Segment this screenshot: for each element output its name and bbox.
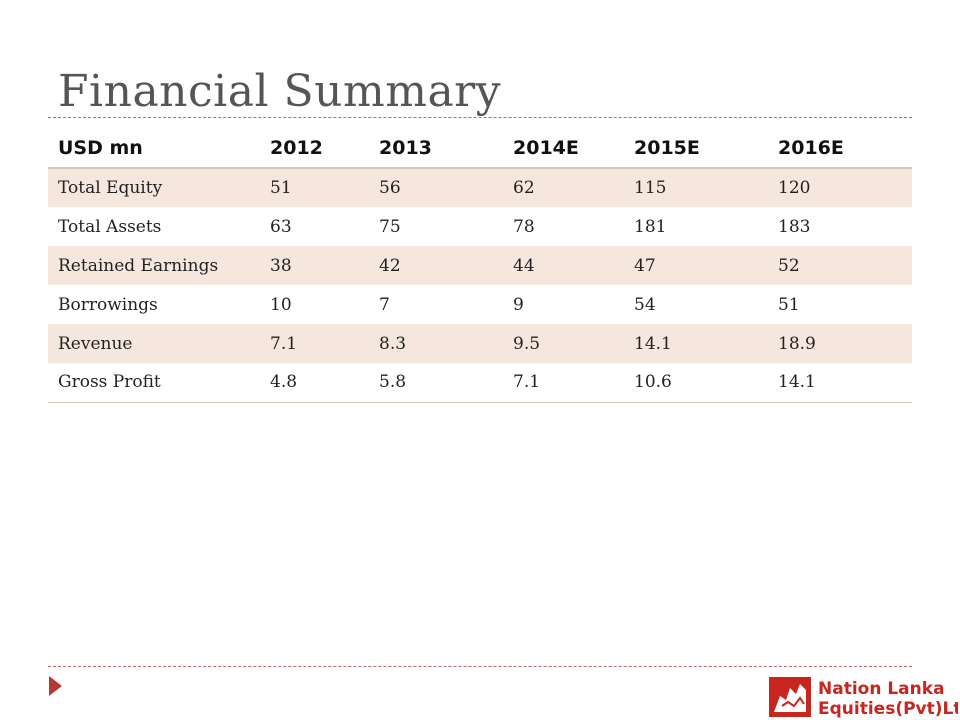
table-cell: 78 <box>513 216 535 237</box>
table-row: Retained Earnings 38 42 44 47 52 <box>48 246 912 285</box>
table-row: Total Assets 63 75 78 181 183 <box>48 207 912 246</box>
slide-bullet-icon <box>49 676 62 696</box>
table-cell: 14.1 <box>634 333 672 354</box>
table-row: Gross Profit 4.8 5.8 7.1 10.6 14.1 <box>48 363 912 402</box>
table-cell: 44 <box>513 255 535 276</box>
table-cell: 183 <box>778 216 811 237</box>
table-cell: 5.8 <box>379 372 407 393</box>
table-cell: 51 <box>778 294 800 315</box>
table-cell: 56 <box>379 178 401 198</box>
financial-summary-table: USD mn 2012 2013 2014E 2015E 2016E Total… <box>48 128 912 403</box>
header-cell-year: 2015E <box>624 128 768 169</box>
table-cell: 120 <box>778 178 811 198</box>
table-cell: 51 <box>270 178 292 198</box>
table-header-row: USD mn 2012 2013 2014E 2015E 2016E <box>48 128 912 169</box>
logo-line-2: Equities(Pvt)Ltd. <box>818 699 958 718</box>
table-cell: 7 <box>379 294 390 315</box>
header-cell-year: 2016E <box>768 128 912 169</box>
table-cell: 52 <box>778 255 800 276</box>
table-cell: 38 <box>270 255 292 276</box>
table-cell: 10.6 <box>634 372 672 393</box>
table-cell: 47 <box>634 255 656 276</box>
header-cell-year: 2014E <box>503 128 624 169</box>
row-label: Retained Earnings <box>58 255 219 276</box>
table-cell: 9 <box>513 294 524 315</box>
table-cell: 4.8 <box>270 372 298 393</box>
table-cell: 8.3 <box>379 333 407 354</box>
header-cell-year: 2012 <box>260 128 369 169</box>
table-cell: 181 <box>634 216 667 237</box>
table-row: Total Equity 51 56 62 115 120 <box>48 168 912 207</box>
row-label: Revenue <box>58 333 133 354</box>
row-label: Gross Profit <box>58 372 161 393</box>
row-label: Borrowings <box>58 294 158 315</box>
table-cell: 10 <box>270 294 292 315</box>
header-cell-year: 2013 <box>369 128 503 169</box>
table-row: Borrowings 10 7 9 54 51 <box>48 285 912 324</box>
table-cell: 14.1 <box>778 372 816 393</box>
bottom-divider <box>48 666 912 667</box>
row-label: Total Equity <box>58 178 163 198</box>
table-cell: 18.9 <box>778 333 816 354</box>
table-cell: 42 <box>379 255 401 276</box>
table-row: Revenue 7.1 8.3 9.5 14.1 18.9 <box>48 324 912 363</box>
table-cell: 62 <box>513 178 535 198</box>
table-cell: 115 <box>634 178 667 198</box>
header-cell-unit: USD mn <box>48 128 260 169</box>
table-cell: 7.1 <box>513 372 541 393</box>
row-label: Total Assets <box>58 216 162 237</box>
table-cell: 7.1 <box>270 333 298 354</box>
table-cell: 63 <box>270 216 292 237</box>
table-cell: 54 <box>634 294 656 315</box>
top-divider <box>48 117 912 118</box>
nation-lanka-logo: Nation Lanka Equities(Pvt)Ltd. <box>769 677 958 718</box>
page-title: Financial Summary <box>58 66 502 117</box>
table-cell: 9.5 <box>513 333 541 354</box>
logo-line-1: Nation Lanka <box>818 679 945 699</box>
table-cell: 75 <box>379 216 401 237</box>
